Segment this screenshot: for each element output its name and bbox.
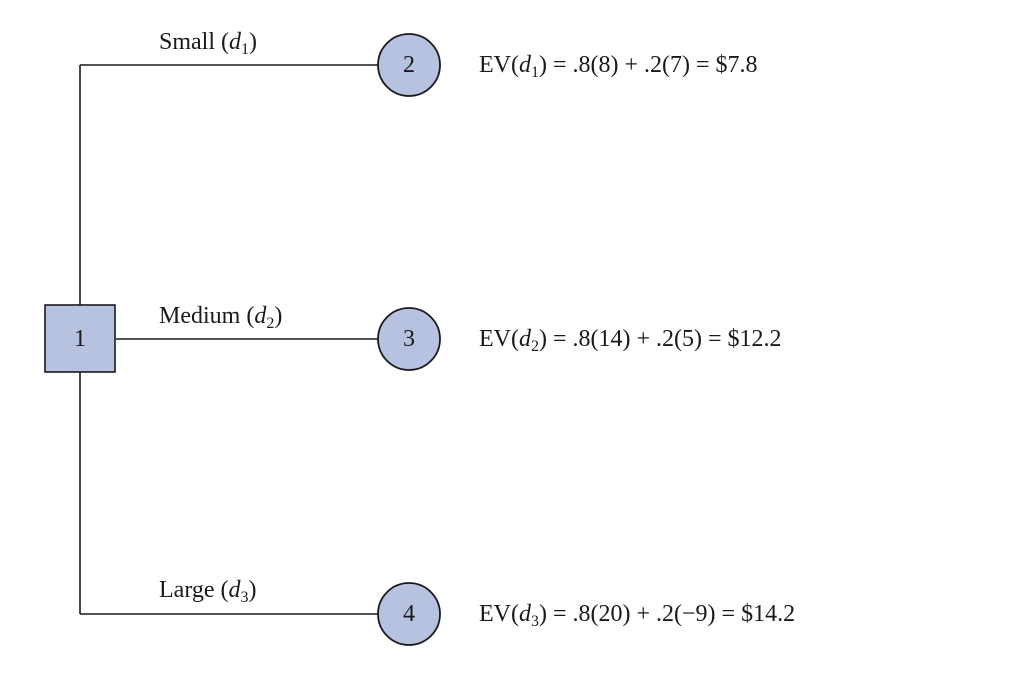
ev-prefix: EV( — [479, 52, 519, 78]
ev-formula-large: EV(d3) = .8(20) + .2(−9) = $14.2 — [479, 601, 796, 630]
branch-sub: 3 — [240, 589, 249, 606]
chance-node-label-4: 4 — [403, 601, 415, 627]
chance-node-circle-4 — [377, 582, 441, 646]
branch-var: d — [228, 577, 241, 603]
branch-name: Small — [159, 29, 216, 55]
ev-sub: 2 — [530, 338, 539, 355]
branch-label-medium: Medium (d2) — [159, 303, 283, 332]
ev-var: d — [518, 326, 531, 352]
branch-name: Large — [159, 577, 215, 603]
chance-node-circle-2 — [377, 33, 441, 97]
decision-node-square — [44, 304, 116, 373]
ev-rest: ) = .8(14) + .2(5) = $12.2 — [538, 326, 782, 352]
ev-var: d — [518, 52, 531, 78]
branch-var: d — [254, 303, 267, 329]
chance-node-label-2: 2 — [403, 52, 415, 78]
branch-label-small: Small (d1) — [159, 29, 258, 58]
ev-formula-medium: EV(d2) = .8(14) + .2(5) = $12.2 — [479, 326, 782, 355]
chance-node-label-3: 3 — [403, 326, 415, 352]
decision-node-label: 1 — [74, 326, 86, 352]
ev-sub: 1 — [530, 64, 539, 81]
ev-var: d — [518, 601, 531, 627]
branch-sub: 1 — [241, 41, 250, 58]
branch-sub: 2 — [266, 315, 275, 332]
ev-sub: 3 — [530, 613, 539, 630]
ev-prefix: EV( — [479, 326, 519, 352]
chance-node-circle-3 — [377, 307, 441, 371]
branch-label-large: Large (d3) — [159, 577, 257, 606]
ev-rest: ) = .8(20) + .2(−9) = $14.2 — [538, 601, 796, 627]
ev-prefix: EV( — [479, 601, 519, 627]
ev-formula-small: EV(d1) = .8(8) + .2(7) = $7.8 — [479, 52, 758, 81]
branch-name: Medium — [159, 303, 241, 329]
ev-rest: ) = .8(8) + .2(7) = $7.8 — [538, 52, 758, 78]
branch-var: d — [229, 29, 242, 55]
